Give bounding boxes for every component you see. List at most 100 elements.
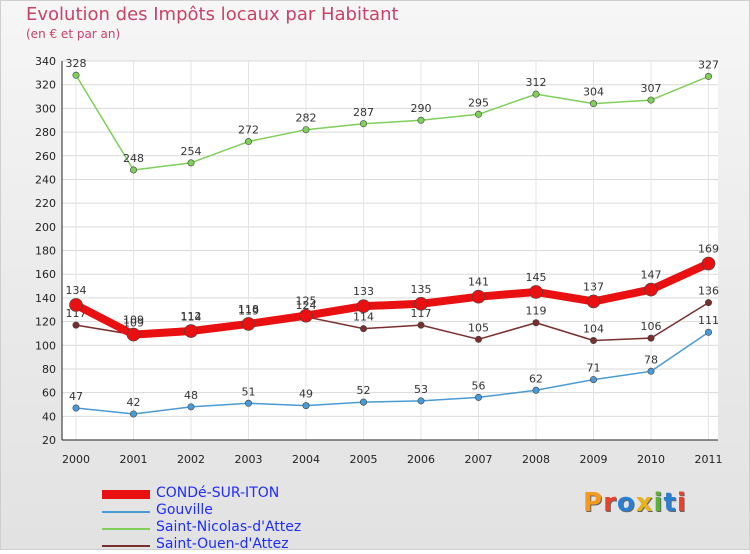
data-point [474,393,482,401]
legend-label: Gouville [156,502,213,518]
y-tick-label: 140 [35,292,56,305]
data-label: 137 [583,280,604,293]
x-tick-label: 2006 [407,453,435,466]
data-label: 136 [698,285,719,298]
data-label: 111 [698,314,719,327]
data-label: 109 [123,314,144,327]
data-point [69,298,83,312]
data-point [356,299,371,313]
y-tick-label: 60 [42,387,56,400]
data-point [359,325,367,333]
data-label: 328 [66,57,87,70]
data-point [589,376,597,384]
data-label: 105 [468,321,489,334]
data-label: 147 [641,269,662,282]
x-tick-label: 2000 [62,453,90,466]
chart-subtitle: (en € et par an) [26,27,121,41]
data-point [647,96,655,104]
y-tick-label: 40 [42,410,56,423]
legend-label: CONDé-SUR-ITON [156,485,280,501]
legend-label: Saint-Nicolas-d'Attez [156,519,302,535]
data-label: 49 [299,388,313,401]
y-tick-label: 180 [35,245,56,258]
series-line [72,259,713,339]
data-point [532,319,540,327]
series-line [75,74,710,171]
y-tick-label: 260 [35,150,56,163]
data-label: 53 [414,383,428,396]
data-point [704,328,712,336]
data-label: 312 [526,76,547,89]
legend-swatch [102,490,150,499]
data-label: 169 [698,243,719,256]
data-label: 295 [468,96,489,109]
data-point [704,299,712,307]
data-point [589,337,597,345]
data-point [359,398,367,406]
y-tick-label: 220 [35,197,56,210]
data-label: 287 [353,106,374,119]
data-point [187,403,195,411]
data-label: 119 [238,305,259,318]
y-tick-label: 80 [42,363,56,376]
series-line [75,331,710,415]
legend-label: Saint-Ouen-d'Attez [156,536,289,552]
y-tick-label: 320 [35,79,56,92]
data-point [72,404,80,412]
legend-swatch [102,528,150,530]
x-tick-label: 2002 [177,453,205,466]
data-point [704,72,712,80]
data-point [302,402,310,410]
data-label: 135 [411,283,432,296]
data-point [701,256,716,271]
data-point [245,138,253,146]
data-point [417,397,425,405]
data-label: 134 [66,284,87,297]
data-point [72,71,80,79]
y-tick-label: 20 [42,434,56,447]
data-point [302,126,310,134]
data-label: 106 [641,320,662,333]
data-label: 71 [587,362,601,375]
data-label: 304 [583,86,604,99]
data-point [241,317,256,331]
data-label: 254 [181,145,202,158]
data-label: 124 [296,299,317,312]
data-point [245,399,253,407]
data-point [417,321,425,329]
x-tick-label: 2007 [465,453,493,466]
data-label: 51 [242,385,256,398]
data-point [184,324,198,338]
data-label: 114 [353,311,374,324]
x-tick-label: 2004 [292,453,320,466]
data-point [529,285,543,299]
data-label: 104 [583,323,604,336]
chart-title: Evolution des Impôts locaux par Habitant [26,4,399,25]
data-label: 141 [468,276,489,289]
data-point [130,166,138,174]
data-label: 133 [353,285,374,298]
y-tick-label: 120 [35,316,56,329]
data-label: 62 [529,372,543,385]
data-point [647,334,655,342]
x-tick-label: 2005 [350,453,378,466]
data-point [647,367,655,375]
data-label: 78 [644,353,658,366]
data-label: 112 [181,310,202,323]
data-label: 119 [526,305,547,318]
data-label: 52 [357,384,371,397]
data-point [589,100,597,108]
data-point [474,335,482,343]
data-point [130,410,138,418]
data-point [532,386,540,394]
x-tick-label: 2001 [120,453,148,466]
data-label: 290 [411,102,432,115]
y-tick-label: 100 [35,339,56,352]
legend-swatch [102,545,150,547]
data-label: 118 [238,303,259,316]
data-point [72,321,80,329]
data-point [299,308,313,323]
data-label: 307 [641,82,662,95]
x-tick-label: 2003 [235,453,263,466]
